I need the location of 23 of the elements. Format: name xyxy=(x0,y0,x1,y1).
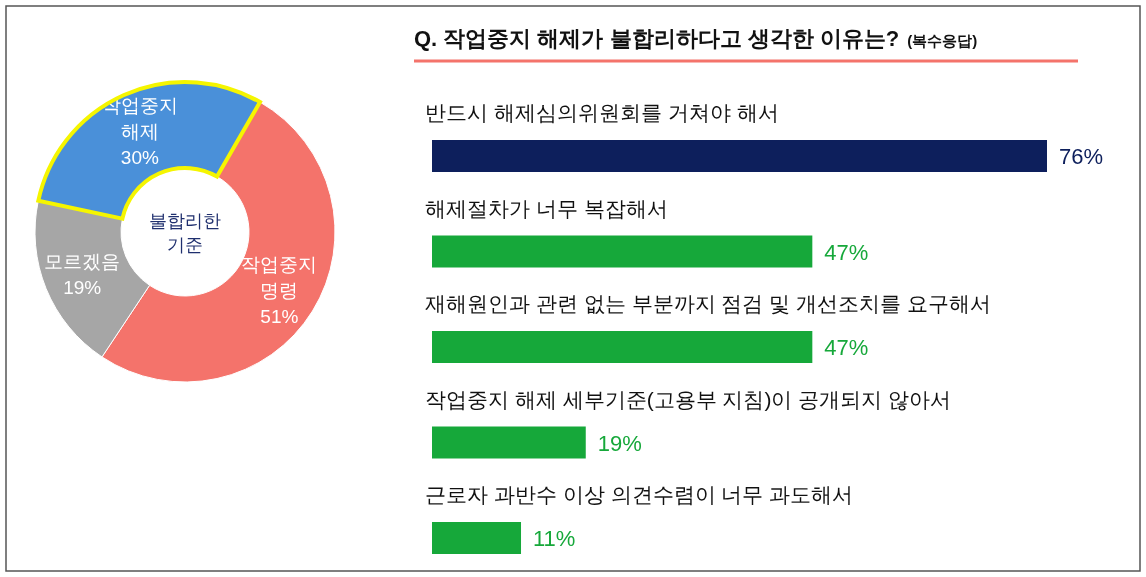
data-label: 19% xyxy=(63,276,102,298)
bar xyxy=(432,140,1047,172)
bar xyxy=(432,522,522,554)
data-label: 47% xyxy=(824,239,869,265)
data-label: 19% xyxy=(597,430,642,456)
y-tick-label: 재해원인과 관련 없는 부분까지 점검 및 개선조치를 요구해서 xyxy=(425,292,991,315)
text: 불합리한 기준 xyxy=(149,211,221,255)
slice-label: 작업중지 명령 xyxy=(241,254,318,302)
bar xyxy=(432,426,586,459)
y-tick-label: 해제절차가 너무 복잡해서 xyxy=(425,196,668,220)
data-label: 51% xyxy=(260,306,299,328)
bar xyxy=(432,331,813,363)
y-tick-label: 근로자 과반수 이상 의견수렴이 너무 과도해서 xyxy=(425,483,854,506)
chart-subtitle: (복수응답) xyxy=(907,32,978,49)
data-label: 11% xyxy=(533,526,576,551)
chart-title: Q. 작업중지 해제가 불합리하다고 생각한 이유는? xyxy=(414,26,900,51)
data-label: 30% xyxy=(120,146,159,168)
slice-label: 모르겠음 xyxy=(44,250,121,272)
data-label: 76% xyxy=(1059,144,1104,169)
bar xyxy=(432,235,813,268)
y-tick-label: 반드시 해제심의위원회를 거쳐야 해서 xyxy=(425,101,779,124)
y-tick-label: 작업중지 해제 세부기준(고용부 지침)이 공개되지 않아서 xyxy=(425,387,952,411)
data-label: 47% xyxy=(824,335,869,360)
